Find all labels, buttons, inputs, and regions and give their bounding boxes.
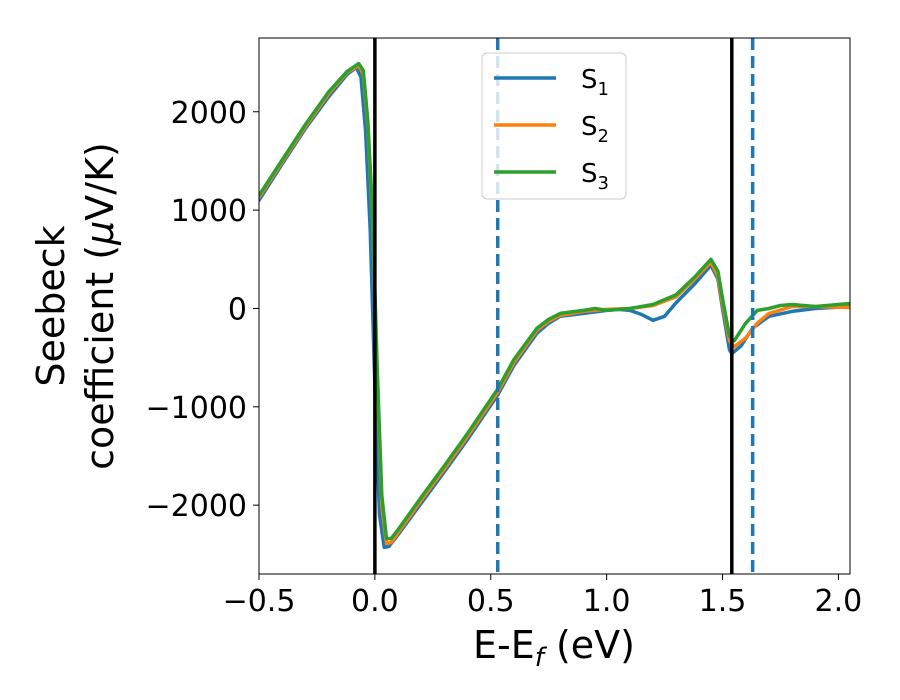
x-tick-label: 0.5	[467, 584, 515, 619]
series-line-3	[259, 61, 850, 541]
legend-label-3: S3	[581, 159, 609, 194]
x-axis: −0.5 0.0 0.5 1.0 1.5 2.0	[223, 574, 863, 619]
x-tick-label: −0.5	[223, 584, 296, 619]
x-tick-label: 0.0	[351, 584, 399, 619]
y-axis-label-line2: coefficient (μV/K)	[78, 142, 122, 470]
legend: S1 S2 S3	[481, 52, 627, 200]
x-tick-label: 1.0	[583, 584, 631, 619]
y-tick-label: 1000	[171, 194, 247, 229]
x-axis-label: E-Ef (eV)	[473, 623, 635, 673]
y-axis-label-line1: Seebeck	[29, 225, 73, 386]
x-tick-label: 2.0	[815, 584, 863, 619]
y-axis: −2000 −1000 0 1000 2000	[146, 96, 259, 524]
y-tick-label: −1000	[146, 391, 247, 426]
x-tick-label: 1.5	[699, 584, 747, 619]
legend-label-1: S1	[581, 65, 609, 100]
plot-area	[259, 38, 850, 574]
y-tick-label: 0	[228, 292, 247, 327]
y-tick-label: 2000	[171, 96, 247, 131]
plot-frame	[258, 37, 851, 575]
y-tick-label: −2000	[146, 489, 247, 524]
legend-label-2: S2	[581, 112, 609, 147]
